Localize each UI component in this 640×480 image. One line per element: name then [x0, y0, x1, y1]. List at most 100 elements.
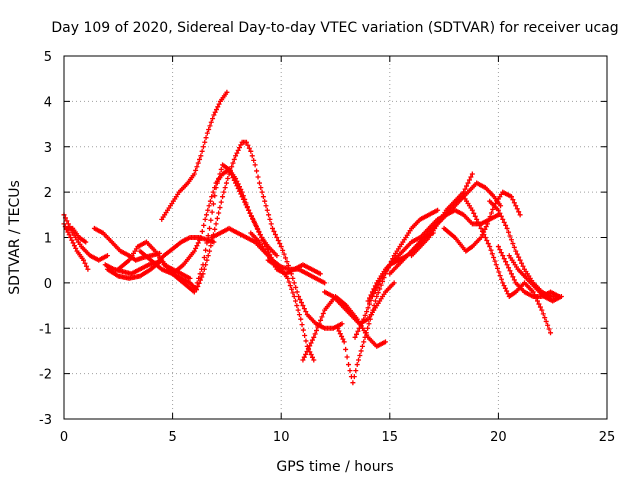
data-point-track-13	[285, 275, 291, 281]
data-point-track-23	[507, 233, 513, 239]
data-point-track-10	[225, 176, 231, 182]
data-point-track-8	[244, 205, 250, 211]
data-point-track-17	[361, 316, 367, 322]
data-point-track-14	[303, 351, 309, 357]
data-point-track-13	[291, 293, 297, 299]
data-point-track-16	[340, 336, 346, 342]
data-point-track-19	[498, 203, 504, 209]
data-point-track-9	[195, 160, 201, 166]
data-point-track-23	[519, 260, 525, 266]
data-point-track-7	[210, 189, 216, 195]
data-point-track-10	[301, 306, 307, 312]
data-point-track-7	[198, 235, 204, 240]
data-point-track-3	[83, 239, 89, 245]
data-point-track-8	[210, 201, 216, 207]
data-point-track-22	[504, 288, 510, 294]
data-point-track-13	[302, 333, 308, 339]
data-point-track-13	[294, 303, 300, 309]
data-point-track-7	[202, 216, 208, 222]
data-point-track-18	[367, 295, 373, 301]
data-point-track-8	[233, 180, 239, 186]
data-point-track-7	[201, 222, 207, 228]
data-point-track-17	[355, 328, 361, 334]
data-point-track-25	[497, 247, 503, 253]
data-point-track-13	[287, 283, 293, 289]
data-point-track-10	[212, 226, 218, 232]
data-point-track-10	[201, 266, 207, 272]
data-point-track-23	[495, 207, 501, 213]
data-point-track-10	[251, 157, 257, 163]
data-point-track-10	[200, 271, 206, 277]
data-point-track-14	[307, 343, 313, 349]
data-point-track-10	[199, 274, 205, 280]
data-point-track-22	[489, 251, 495, 257]
data-point-track-7	[194, 243, 200, 249]
data-point-track-8	[207, 225, 213, 231]
data-point-track-22	[546, 326, 552, 332]
data-point-track-22	[500, 280, 506, 286]
data-point-track-16	[370, 307, 376, 313]
data-point-track-14	[315, 324, 321, 330]
data-point-track-21	[516, 209, 522, 215]
data-point-track-10	[217, 205, 223, 211]
data-point-track-14	[382, 339, 388, 345]
data-point-track-10	[266, 212, 272, 218]
data-point-track-10	[252, 162, 258, 168]
data-point-track-13	[293, 298, 299, 304]
data-point-track-22	[472, 213, 478, 219]
data-point-track-22	[496, 269, 502, 275]
data-point-track-10	[205, 253, 211, 259]
y-tick-label: -3	[39, 413, 52, 428]
data-point-track-10	[216, 210, 222, 216]
data-point-track-10	[258, 185, 264, 191]
data-point-track-23	[498, 213, 504, 219]
data-point-track-16	[344, 354, 350, 360]
data-point-track-14	[309, 337, 315, 343]
data-point-track-16	[371, 303, 377, 309]
data-point-track-10	[254, 168, 260, 174]
data-point-track-25	[501, 256, 507, 262]
data-point-track-2	[69, 237, 75, 243]
x-tick-label: 5	[168, 430, 176, 445]
x-tick-label: 25	[599, 430, 616, 445]
data-point-track-10	[296, 293, 302, 299]
data-point-track-10	[207, 248, 213, 254]
data-point-track-17	[356, 325, 362, 331]
data-point-track-10	[271, 228, 277, 234]
data-point-track-16	[359, 343, 365, 349]
data-point-track-22	[474, 216, 480, 222]
data-point-track-10	[293, 284, 299, 290]
data-point-track-16	[375, 290, 381, 296]
data-point-track-1	[64, 218, 70, 224]
data-point-track-10	[259, 189, 265, 195]
data-point-track-10	[195, 284, 201, 290]
data-point-track-10	[278, 244, 284, 250]
data-point-track-13	[286, 279, 292, 285]
data-point-track-10	[227, 167, 233, 173]
data-point-track-23	[513, 248, 519, 254]
data-point-track-14	[313, 328, 319, 334]
data-point-track-10	[218, 199, 224, 205]
grid-layer	[64, 56, 607, 419]
data-point-track-22	[497, 273, 503, 279]
data-point-track-17	[358, 322, 364, 328]
data-point-track-2	[66, 232, 72, 238]
data-point-track-12	[317, 271, 323, 277]
data-point-track-10	[204, 257, 210, 263]
data-point-track-10	[203, 262, 209, 268]
data-point-track-22	[505, 291, 511, 297]
data-point-track-9	[208, 119, 214, 125]
data-point-track-21	[478, 235, 484, 240]
data-point-track-10	[234, 150, 240, 156]
data-point-track-7	[193, 245, 199, 251]
data-point-track-22	[471, 210, 477, 216]
data-point-track-1	[104, 253, 110, 259]
data-point-track-10	[298, 300, 304, 306]
data-point-track-2	[85, 266, 91, 272]
data-point-track-10	[196, 280, 202, 286]
data-point-track-14	[318, 317, 324, 323]
data-point-track-18	[365, 298, 371, 304]
data-point-track-16	[366, 321, 372, 327]
data-point-track-14	[304, 349, 310, 355]
data-point-track-10	[256, 180, 262, 186]
